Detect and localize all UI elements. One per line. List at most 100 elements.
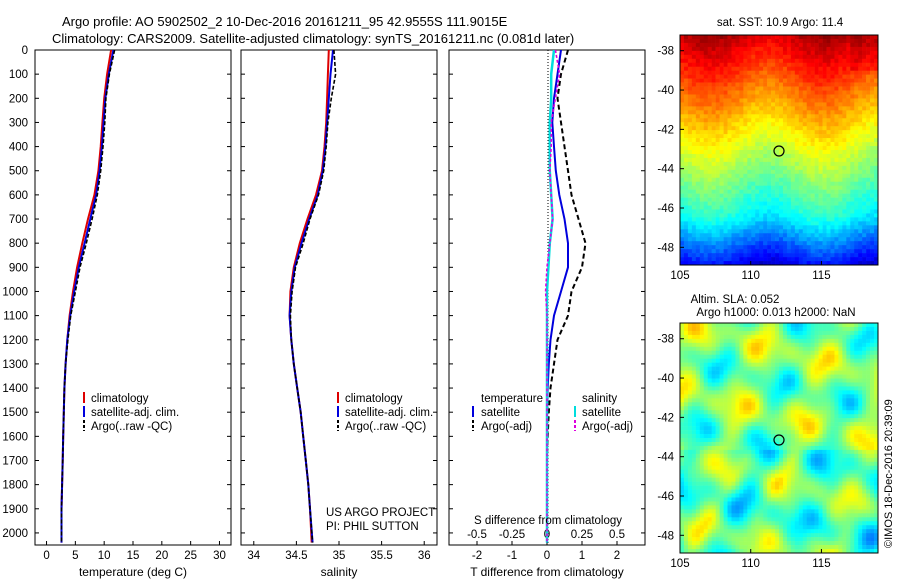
map-cell [806,201,811,206]
map-cell [751,406,756,411]
map-cell [763,146,768,151]
map-cell [874,338,879,344]
map-cell [755,169,760,175]
map-cell [711,257,716,262]
map-cell [763,122,768,127]
map-cell [771,118,776,123]
map-cell [830,346,835,352]
map-cell [779,217,784,222]
map-cell [858,181,863,186]
map-cell [747,102,752,107]
map-cell [834,217,839,222]
map-cell [779,323,784,328]
map-cell [703,334,709,340]
map-cell [691,386,697,391]
map-cell [723,181,728,186]
map-cell [802,185,808,190]
map-cell [822,382,827,387]
map-cell [834,126,839,131]
map-cell [846,142,851,147]
map-cell [862,102,867,107]
map-cell [739,193,744,198]
map-cell [814,342,819,348]
map-cell [846,134,851,139]
map-cell [858,98,863,103]
map-cell [866,38,871,44]
map-cell [866,213,871,218]
map-cell [870,378,875,383]
map-cell [767,78,772,83]
map-cell [763,453,768,459]
map-cell [715,82,720,87]
depth-tick-label: 1300 [2,359,28,371]
map-cell [870,118,875,123]
map-cell [715,177,720,183]
map-cell [727,209,732,214]
map-cell [763,465,768,471]
map-cell [838,193,843,198]
map-cell [786,382,792,387]
map-cell [759,398,764,403]
map-cell [731,453,736,459]
map-cell [747,233,752,238]
map-cell [680,165,685,171]
map-cell [802,229,808,234]
map-cell [775,261,780,266]
map-cell [715,257,720,262]
map-cell [723,370,728,375]
map-cell [711,453,716,459]
map-cell [723,382,728,387]
map-cell [822,138,827,143]
map-cell [802,378,808,383]
map-cell [830,209,835,214]
map-cell [735,457,740,463]
map-cell [810,169,815,175]
map-lon-label: 105 [670,270,689,282]
map-cell [858,354,863,359]
map-cell [775,177,780,183]
map-cell [786,422,792,427]
map-cell [810,165,815,171]
map-cell [846,461,851,467]
map-cell [814,445,819,451]
map-cell [862,38,867,44]
map-cell [739,54,744,60]
map-cell [775,221,780,226]
map-cell [680,438,685,443]
map-cell [786,98,792,103]
map-cell [703,422,709,427]
map-cell [763,342,768,348]
map-cell [798,74,804,79]
depth-tick-label: 2000 [2,528,28,540]
map-cell [786,342,792,348]
map-cell [834,142,839,147]
map-cell [830,62,835,68]
map-cell [759,134,764,139]
header-line2: Climatology: CARS2009. Satellite-adjuste… [52,31,574,46]
map-cell [695,418,701,423]
map-cell [834,346,839,352]
map-cell [779,449,784,455]
map-cell [850,426,855,431]
map-cell [711,46,716,52]
map-cell [763,422,768,427]
map-cell [866,438,871,443]
map-cell [850,46,855,52]
map-cell [723,58,728,64]
map-cell [711,330,716,336]
map-cell [723,106,728,111]
map-cell [755,323,760,328]
map-cell [834,449,839,455]
map-cell [691,138,697,143]
map-cell [715,434,720,439]
map-cell [703,205,709,210]
map-cell [818,390,823,395]
map-cell [870,326,875,332]
map-cell [850,418,855,423]
map-cell [838,426,843,431]
map-cell [810,358,815,363]
map-cell [767,430,772,435]
map-cell [846,374,851,379]
map-cell [739,394,744,399]
map-cell [822,338,827,344]
